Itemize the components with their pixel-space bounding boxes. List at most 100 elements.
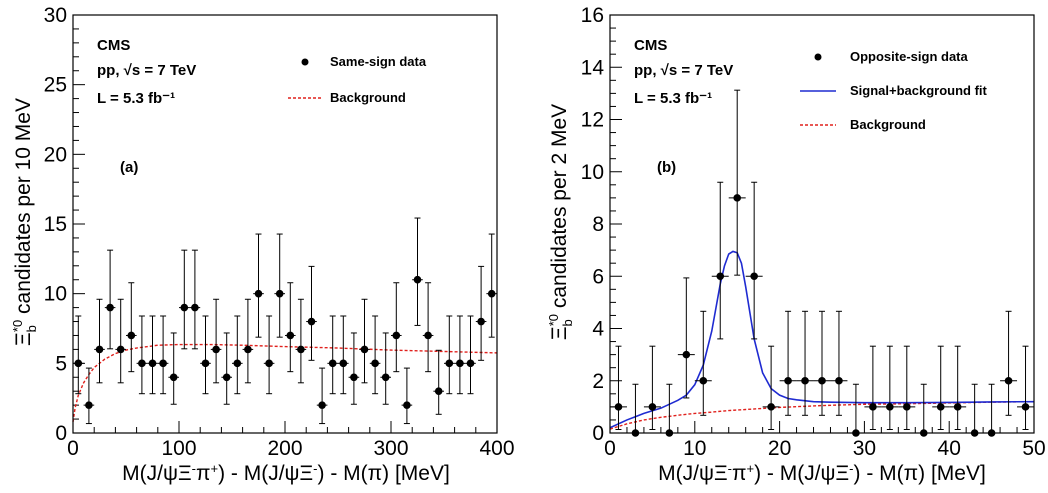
panel-a-error-bar (285, 282, 296, 373)
panel-a-xtick-label: 200 (267, 437, 302, 460)
panel-b-error-bar (830, 310, 848, 416)
panel-a-error-bar (232, 315, 243, 395)
panel-b-error-bar (728, 89, 746, 276)
panel-a-data-point (244, 345, 252, 354)
panel-b-error-bar (915, 383, 933, 434)
panel-a-data-point (74, 359, 83, 368)
panel-a-error-bar (179, 249, 190, 350)
panel-a-xtick-label: 400 (479, 437, 514, 460)
panel-b-data-point (614, 403, 623, 411)
panel-a-data-point (95, 345, 104, 354)
panel-a-error-bar (136, 315, 148, 395)
panel-a-energy: pp, √s = 7 TeV (97, 62, 196, 79)
panel-a-error-bar (422, 282, 434, 373)
panel-b-background-curve (609, 400, 1035, 430)
panel-b-data-point (750, 272, 758, 281)
panel-a-data-point (456, 359, 464, 368)
panel-a-data-point (180, 303, 189, 312)
panel-b-data-point (716, 272, 725, 281)
panel-a-data-point (127, 331, 136, 340)
panel-a-data-point (371, 359, 379, 368)
panel-a-data-point (307, 317, 316, 326)
panel-b-legend: Opposite-sign data Signal+background fit… (800, 49, 988, 132)
panel-b-data-point (818, 376, 826, 385)
panel-a-data-point (403, 401, 411, 409)
panel-b-error-bar (694, 310, 712, 416)
panel-b-xtick-label: 0 (604, 437, 616, 460)
panel-b-error-bar (949, 345, 967, 430)
panel-a-error-bar (391, 282, 402, 373)
panel-a-error-bar (316, 367, 328, 425)
panel-b-error-bar (677, 277, 695, 399)
panel-a-error-bar (189, 249, 201, 350)
panel-b-label: (b) (657, 159, 676, 176)
panel-a-ytick-label: 5 (55, 352, 67, 375)
panel-a-error-bar (157, 315, 169, 395)
panel-a-data-point (392, 331, 401, 340)
panel-a-ytick-label: 20 (44, 143, 67, 166)
panel-a-data-point (222, 373, 231, 382)
panel-a-ytick-label: 25 (44, 74, 67, 97)
panel-a-error-bar (433, 349, 444, 415)
panel-a-ylabel: Ξb*0 candidates per 10 MeV (10, 98, 39, 346)
panel-a-legend-data: Same-sign data (330, 54, 427, 69)
panel-b-data-point (835, 376, 843, 385)
panel-a-experiment: CMS (97, 37, 130, 54)
panel-b-data-point (801, 376, 809, 385)
panel-a-legend-marker (301, 58, 309, 66)
panel-b-data-point (886, 403, 894, 411)
panel-b-energy: pp, √s = 7 TeV (634, 62, 733, 79)
panel-b-xlabel: M(J/ψΞ-π+) - M(J/ψΞ-) - M(π) [MeV] (658, 461, 986, 485)
panel-b-data-point (1021, 403, 1030, 411)
panel-a-data-point (116, 345, 125, 354)
panel-a-data-point (85, 401, 93, 409)
panel-a-error-bar (306, 265, 317, 361)
panel-a-error-bar (94, 298, 105, 384)
panel-a-error-bar (444, 315, 455, 395)
panel-b-error-bars (610, 89, 1034, 434)
panel-a-error-bar (200, 315, 211, 395)
panel-a-ytick-label: 0 (55, 422, 67, 445)
panel-a-data-point (286, 331, 295, 340)
panel-b-xtick-label: 20 (768, 437, 791, 460)
panel-a-error-bar (359, 298, 370, 384)
panel-b-error-bar (864, 345, 882, 430)
panel-a-data-point (254, 289, 263, 298)
panel-b-data-point (784, 376, 792, 385)
panel-b: 0 2 4 6 8 10 12 14 16 0 10 20 30 40 50 CMS pp, √s = 7 … (546, 4, 1046, 485)
panel-b-error-bar (610, 345, 627, 430)
panel-a-error-bar (253, 233, 264, 338)
panel-b-ytick-label: 2 (592, 370, 604, 393)
panel-b-data-point (869, 403, 877, 411)
panel-a-data-point (275, 289, 284, 298)
panel-a-data-point (159, 359, 167, 368)
panel-a-data-point (212, 345, 220, 354)
panel-b-xtick-label: 10 (683, 437, 706, 460)
panel-b-ytick-label: 12 (581, 109, 604, 132)
panel-a-error-bar (380, 332, 391, 405)
panel-a-error-bar (401, 367, 413, 425)
panel-b-xtick-label: 40 (938, 437, 961, 460)
panel-a-error-bar (263, 315, 275, 395)
panel-a-error-bar (412, 217, 423, 326)
panel-b-tick-labels: 0 2 4 6 8 10 12 14 16 0 10 20 30 40 50 (581, 4, 1046, 460)
panel-b-ytick-label: 14 (581, 56, 605, 79)
panel-a-xlabel: M(J/ψΞ-π+) - M(J/ψΞ-) - M(π) [MeV] (122, 461, 450, 485)
panel-a-error-bar (168, 332, 179, 405)
panel-a-error-bars (73, 217, 497, 425)
panel-a-label: (a) (120, 159, 138, 176)
panel-b-lumi: L = 5.3 fb⁻¹ (634, 90, 712, 107)
panel-a-data-point (138, 359, 146, 368)
panel-a-data-point (201, 359, 210, 368)
panel-a-ytick-label: 30 (44, 4, 67, 27)
panel-a-error-bar (338, 315, 349, 395)
panel-b-legend-data: Opposite-sign data (850, 49, 969, 64)
panel-a-xtick-label: 300 (373, 437, 408, 460)
panel-a-data-point (350, 373, 358, 382)
panel-a-error-bar (369, 315, 381, 395)
panel-a-error-bar (126, 282, 137, 373)
panel-b-data-point (733, 194, 741, 202)
panel-a-error-bar (210, 298, 222, 384)
